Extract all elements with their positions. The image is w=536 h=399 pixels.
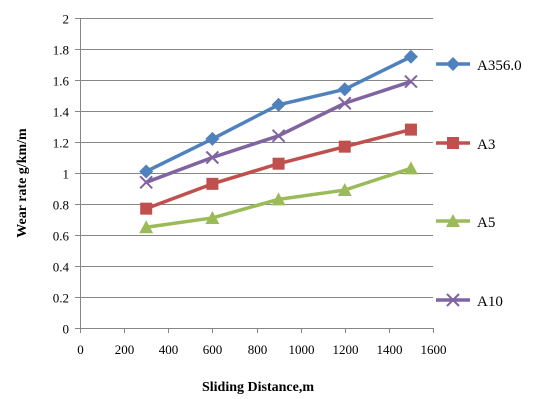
data-point <box>404 123 417 136</box>
data-point <box>337 82 352 97</box>
x-tick-labels: 0 200 400 600 800 1000 1200 1400 1600 <box>77 342 446 357</box>
series-a10 <box>139 74 418 190</box>
data-point <box>139 220 154 234</box>
data-point <box>337 183 352 197</box>
y-tick-label: 1.6 <box>53 74 70 89</box>
x-marker-stroke <box>338 96 352 110</box>
legend-item: A5 <box>436 214 495 231</box>
x-tick-label: 0 <box>77 342 84 357</box>
data-point <box>271 129 286 143</box>
data-point <box>271 192 286 206</box>
x-marker-stroke <box>446 293 460 307</box>
x-tick-label: 200 <box>115 342 135 357</box>
data-point <box>140 202 153 215</box>
y-tick-label: 1.4 <box>53 105 70 120</box>
gridlines <box>80 18 433 298</box>
data-point <box>403 49 418 64</box>
legend: A356.0 A3 A5 A10 <box>436 57 522 310</box>
axes <box>75 18 434 333</box>
data-point <box>206 177 219 190</box>
legend-label: A10 <box>477 294 503 310</box>
x-marker-stroke <box>139 175 153 190</box>
data-point <box>205 210 220 224</box>
series-layer <box>139 49 418 234</box>
x-marker-stroke <box>404 74 418 89</box>
legend-label: A3 <box>477 137 495 153</box>
x-tick-label: 400 <box>159 342 179 357</box>
x-tick-label: 800 <box>248 342 268 357</box>
data-point <box>404 74 418 89</box>
legend-marker <box>446 214 460 227</box>
x-marker-stroke <box>271 129 286 143</box>
legend-item: A3 <box>436 137 495 153</box>
legend-item: A356.0 <box>436 57 522 74</box>
y-tick-label: 1.2 <box>53 136 69 151</box>
y-tick-label: 1 <box>63 167 70 182</box>
data-point <box>338 96 352 110</box>
series-a356-0 <box>139 49 418 179</box>
legend-item: A10 <box>436 293 503 310</box>
x-tick-label: 1200 <box>333 342 359 357</box>
y-tick-label: 0.2 <box>53 291 69 306</box>
data-point <box>139 164 154 179</box>
y-tick-label: 0.8 <box>53 198 69 213</box>
x-tick-label: 1600 <box>421 342 447 357</box>
data-point <box>271 97 286 112</box>
y-tick-label: 0 <box>63 322 70 337</box>
y-tick-label: 0.6 <box>53 229 70 244</box>
x-tick-label: 600 <box>203 342 223 357</box>
x-tick-label: 1000 <box>289 342 315 357</box>
x-tick-label: 1400 <box>377 342 403 357</box>
legend-marker <box>447 137 459 149</box>
data-point <box>205 150 220 165</box>
legend-label: A356.0 <box>477 58 522 74</box>
data-point <box>338 140 351 153</box>
y-axis-title: Wear rate g/km/m <box>15 128 30 238</box>
y-tick-label: 0.4 <box>53 260 70 275</box>
series-a5 <box>139 161 418 234</box>
data-point <box>139 175 153 190</box>
y-tick-label: 2 <box>63 12 70 27</box>
legend-label: A5 <box>477 215 495 231</box>
x-marker-stroke <box>205 150 220 165</box>
series-a3 <box>140 123 417 215</box>
legend-marker <box>446 293 460 307</box>
data-point <box>403 161 418 175</box>
data-point <box>272 157 285 170</box>
x-axis-title: Sliding Distance,m <box>202 380 314 395</box>
series-line <box>145 55 412 174</box>
data-point <box>205 131 220 146</box>
y-tick-label: 1.8 <box>53 43 69 58</box>
legend-marker <box>446 57 460 71</box>
y-tick-labels: 0 0.2 0.4 0.6 0.8 1 1.2 1.4 1.6 1.8 2 <box>53 12 70 337</box>
